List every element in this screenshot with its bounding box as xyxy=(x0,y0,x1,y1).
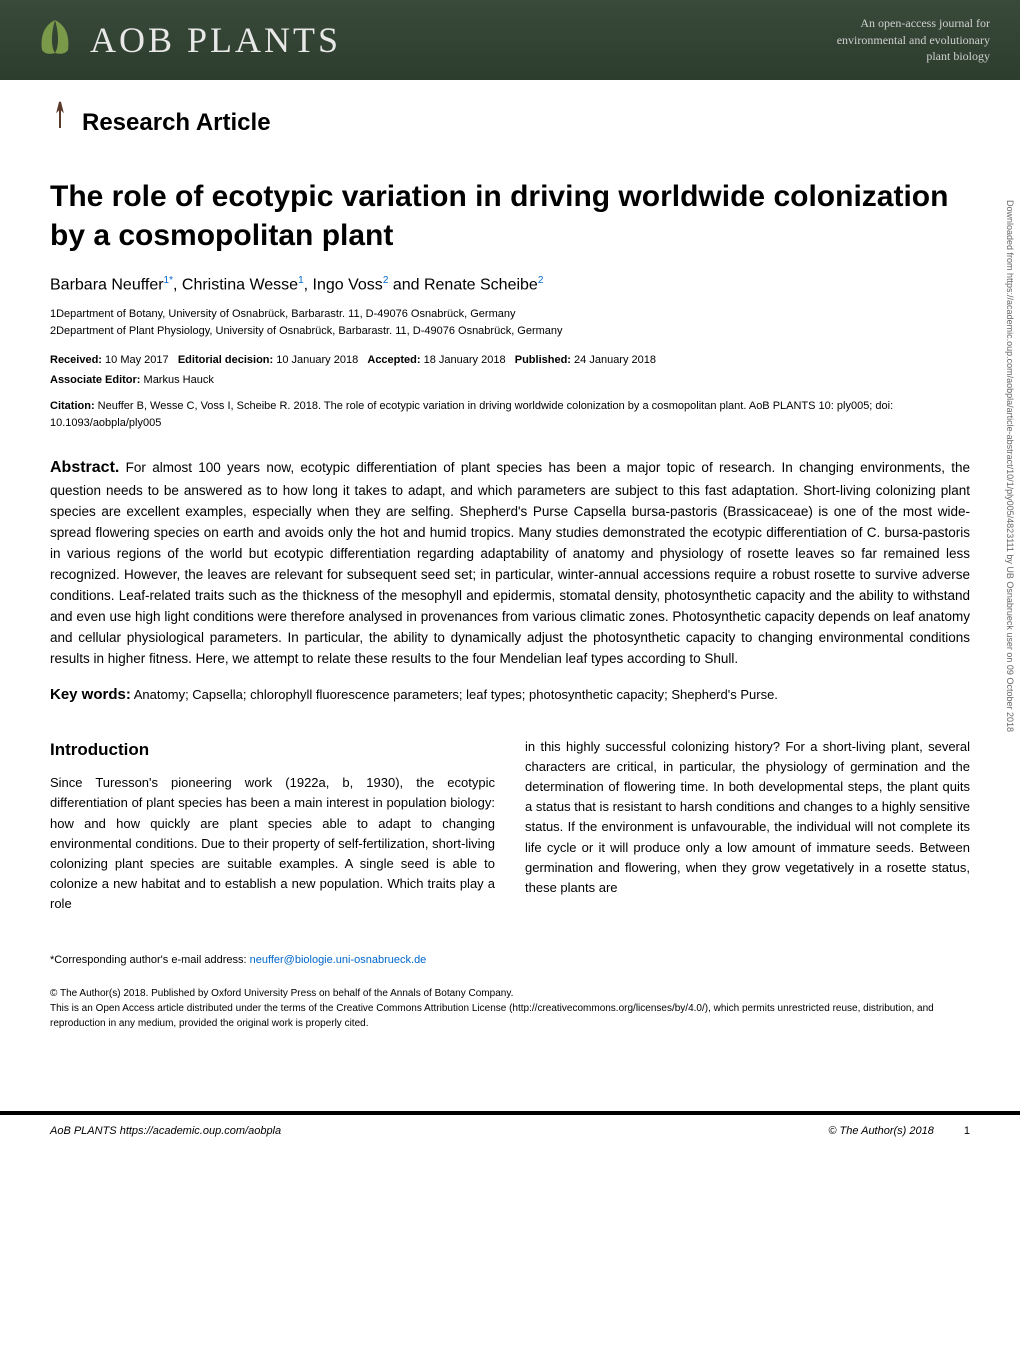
download-sidebar: Downloaded from https://academic.oup.com… xyxy=(1005,200,1015,732)
author-1: Barbara Neuffer xyxy=(50,276,164,293)
journal-name: AOB PLANTS xyxy=(90,19,341,61)
affiliations: 1Department of Botany, University of Osn… xyxy=(50,306,970,339)
abstract: Abstract. For almost 100 years now, ecot… xyxy=(50,456,970,669)
intro-para-right: in this highly successful colonizing his… xyxy=(525,737,970,898)
accepted-label: Accepted: xyxy=(367,354,420,366)
page-footer: AoB PLANTS https://academic.oup.com/aobp… xyxy=(0,1111,1020,1147)
abstract-text: For almost 100 years now, ecotypic diffe… xyxy=(50,460,970,665)
corresponding-text: *Corresponding author's e-mail address: xyxy=(50,954,247,966)
copyright-line1: © The Author(s) 2018. Published by Oxfor… xyxy=(50,986,970,1001)
leaf-icon xyxy=(30,15,80,65)
citation-row: Citation: Neuffer B, Wesse C, Voss I, Sc… xyxy=(50,398,970,431)
published-label: Published: xyxy=(515,354,571,366)
authors-list: Barbara Neuffer1*, Christina Wesse1, Ing… xyxy=(50,275,970,294)
keywords-label: Key words: xyxy=(50,686,131,703)
page-number: 1 xyxy=(964,1125,970,1137)
journal-tagline: An open-access journal for environmental… xyxy=(837,15,990,65)
author-2: Christina Wesse xyxy=(182,276,298,293)
corresponding-author: *Corresponding author's e-mail address: … xyxy=(50,954,970,966)
author-2-sup: 1 xyxy=(298,275,304,286)
article-title: The role of ecotypic variation in drivin… xyxy=(50,177,970,255)
author-4: Renate Scheibe xyxy=(424,276,538,293)
editorial-date: 10 January 2018 xyxy=(276,354,358,366)
article-type: Research Article xyxy=(82,109,271,136)
right-column: in this highly successful colonizing his… xyxy=(525,737,970,914)
affiliation-2: 2Department of Plant Physiology, Univers… xyxy=(50,323,970,340)
flower-icon xyxy=(50,100,70,135)
accepted-date: 18 January 2018 xyxy=(424,354,506,366)
citation-label: Citation: xyxy=(50,400,95,412)
introduction-heading: Introduction xyxy=(50,737,495,763)
journal-banner: AOB PLANTS An open-access journal for en… xyxy=(0,0,1020,80)
author-3-sup: 2 xyxy=(383,275,389,286)
keywords-text: Anatomy; Capsella; chlorophyll fluoresce… xyxy=(134,687,778,702)
footer-copyright: © The Author(s) 2018 xyxy=(828,1125,934,1137)
author-3: Ingo Voss xyxy=(313,276,383,293)
intro-para-left: Since Turesson's pioneering work (1922a,… xyxy=(50,773,495,914)
editorial-label: Editorial decision: xyxy=(178,354,273,366)
copyright-line2: This is an Open Access article distribut… xyxy=(50,1001,970,1031)
received-label: Received: xyxy=(50,354,102,366)
article-type-section: Research Article xyxy=(0,80,1020,147)
main-content: The role of ecotypic variation in drivin… xyxy=(0,147,1020,1081)
received-date: 10 May 2017 xyxy=(105,354,169,366)
published-date: 24 January 2018 xyxy=(574,354,656,366)
author-4-sup: 2 xyxy=(538,275,544,286)
copyright-section: © The Author(s) 2018. Published by Oxfor… xyxy=(50,986,970,1031)
journal-logo: AOB PLANTS xyxy=(30,15,341,65)
dates-row: Received: 10 May 2017 Editorial decision… xyxy=(50,354,970,366)
footer-left: AoB PLANTS https://academic.oup.com/aobp… xyxy=(50,1125,281,1137)
abstract-label: Abstract. xyxy=(50,459,119,476)
editor-name: Markus Hauck xyxy=(144,374,214,386)
editor-row: Associate Editor: Markus Hauck xyxy=(50,374,970,386)
editor-label: Associate Editor: xyxy=(50,374,140,386)
body-columns: Introduction Since Turesson's pioneering… xyxy=(50,737,970,914)
keywords: Key words: Anatomy; Capsella; chlorophyl… xyxy=(50,684,970,707)
corresponding-email[interactable]: neuffer@biologie.uni-osnabrueck.de xyxy=(250,954,427,966)
affiliation-1: 1Department of Botany, University of Osn… xyxy=(50,306,970,323)
left-column: Introduction Since Turesson's pioneering… xyxy=(50,737,495,914)
citation-text: Neuffer B, Wesse C, Voss I, Scheibe R. 2… xyxy=(50,400,893,429)
author-1-sup: 1* xyxy=(164,275,173,286)
footer-right: © The Author(s) 2018 1 xyxy=(828,1125,970,1137)
